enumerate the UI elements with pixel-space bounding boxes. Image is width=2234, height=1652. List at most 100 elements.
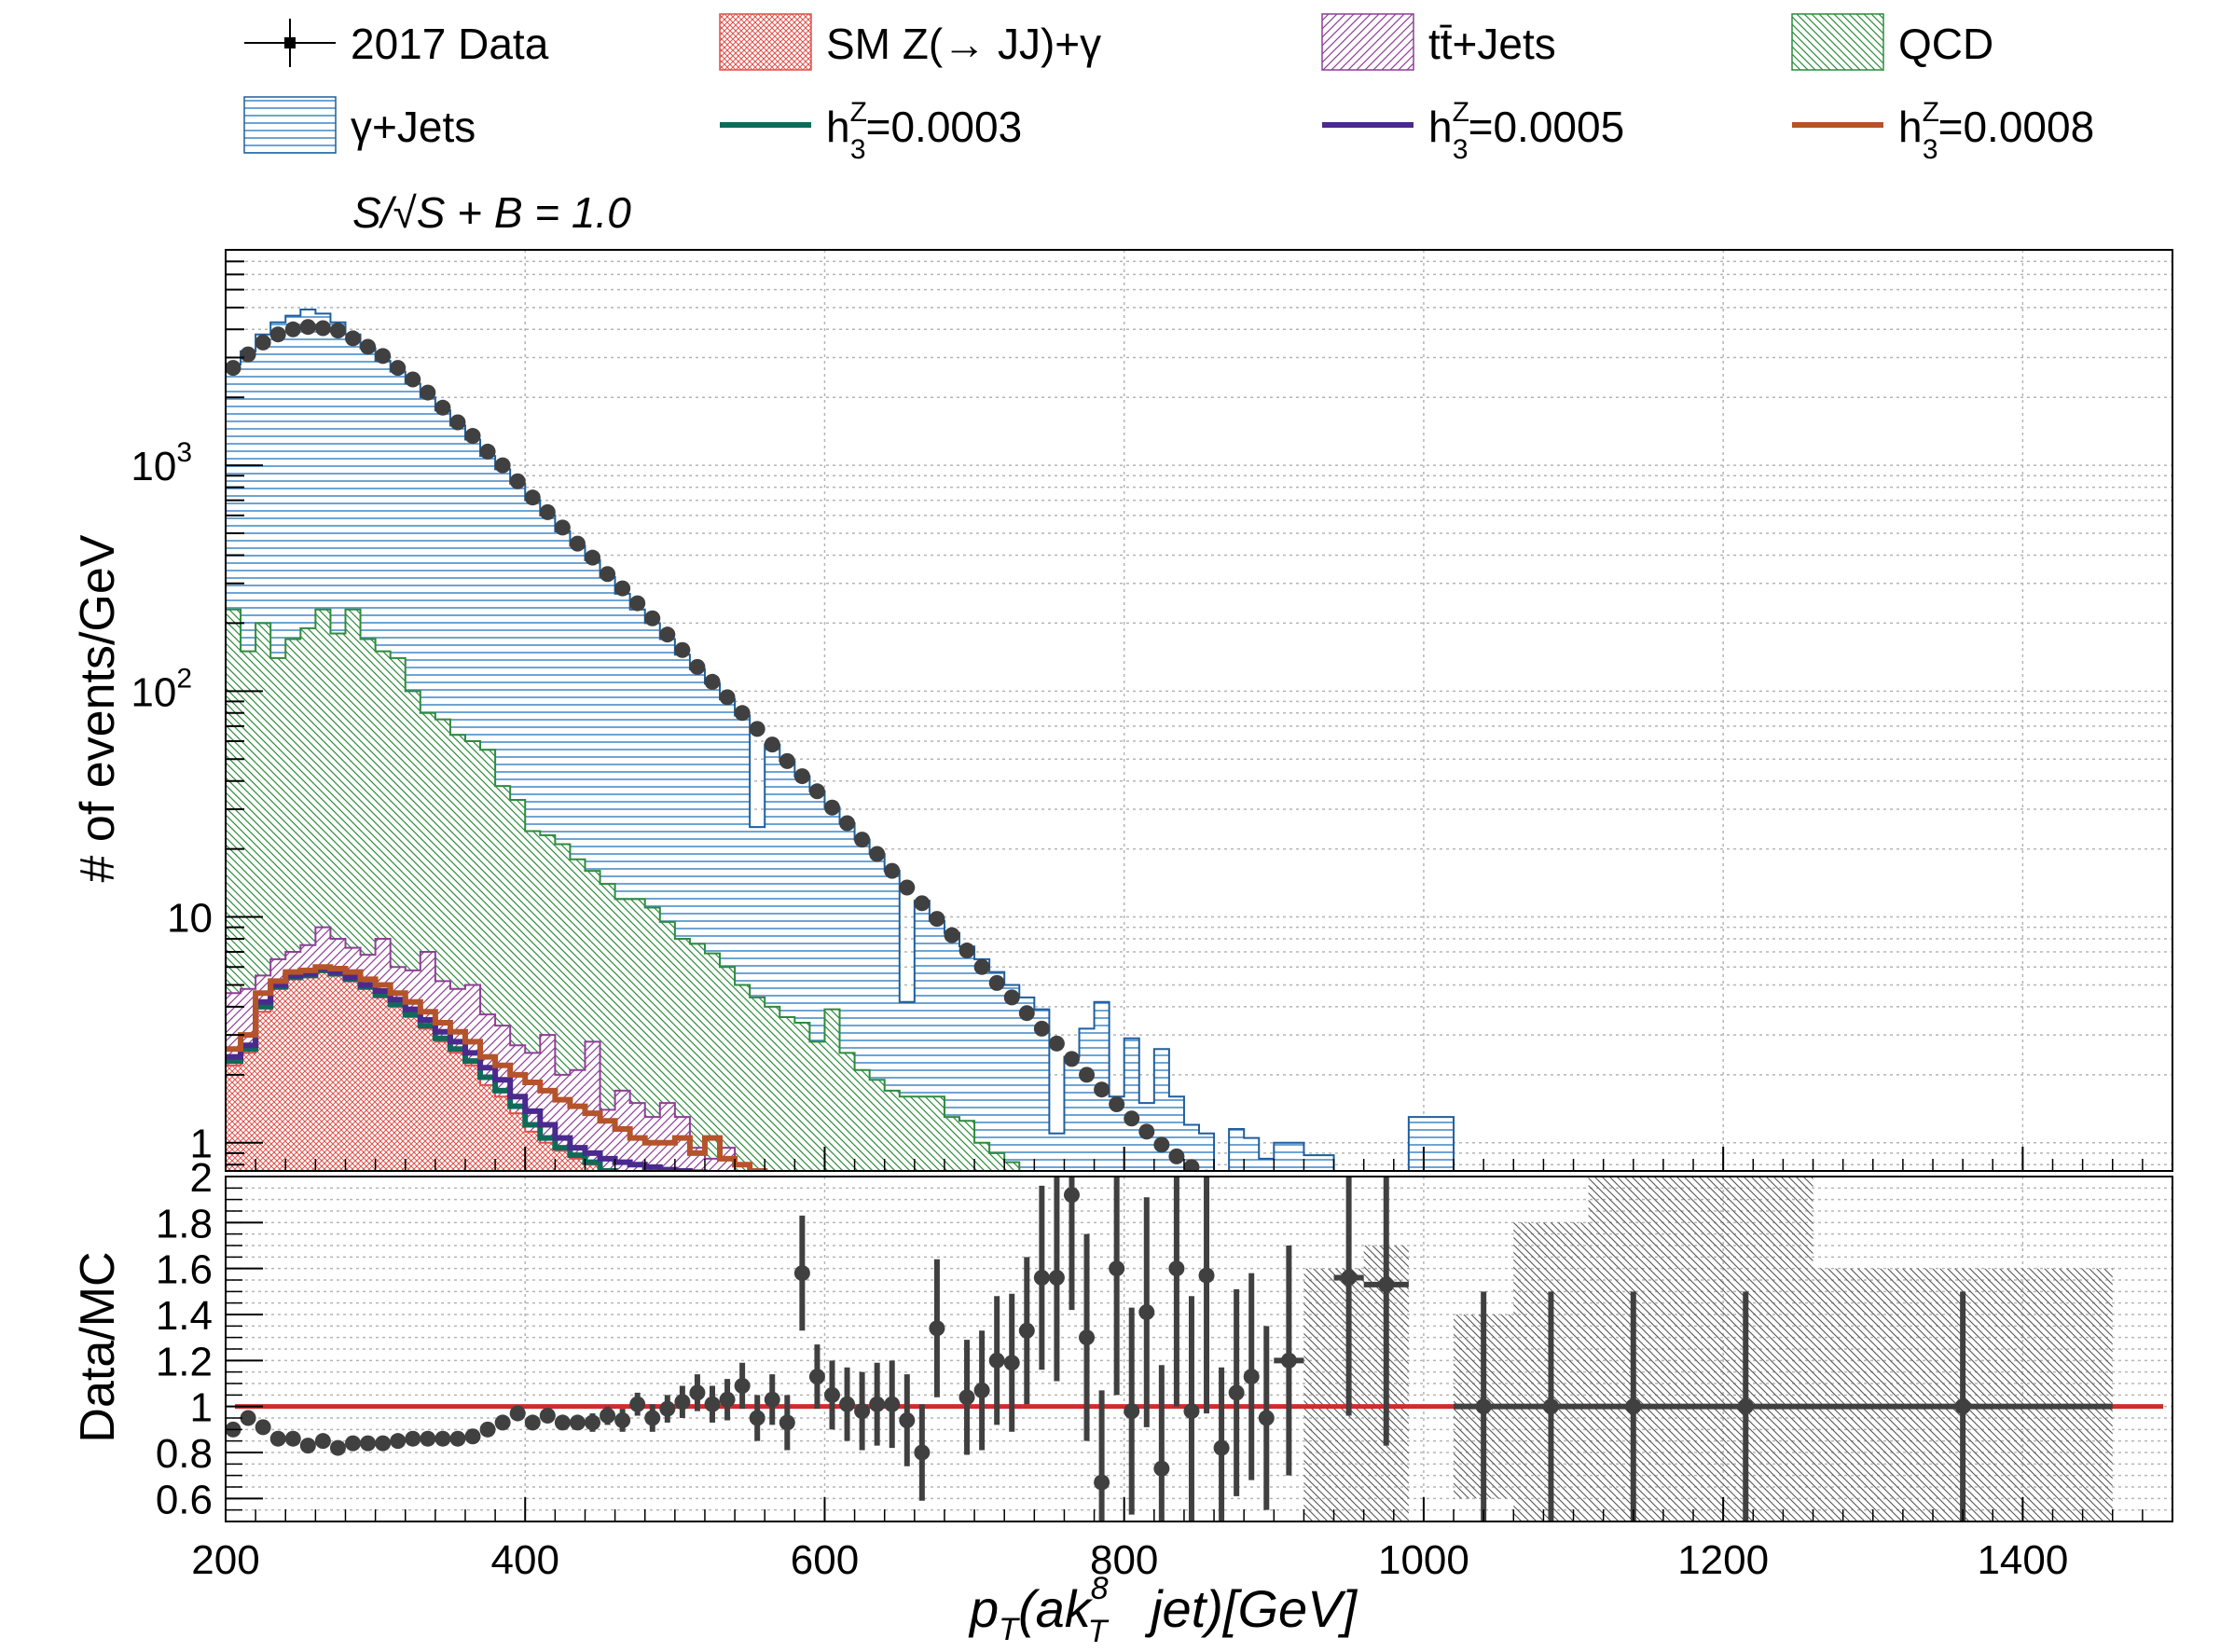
legend-label-gjets: γ+Jets: [351, 103, 476, 151]
ratio-point: [255, 1419, 271, 1436]
ratio-point: [973, 1382, 990, 1398]
ratio-point: [314, 1433, 331, 1450]
x-tick-label: 400: [491, 1537, 559, 1583]
top-panel: 1 10 102 103: [131, 249, 2173, 1172]
data-point: [569, 535, 586, 552]
ratio-point: [764, 1391, 780, 1408]
x-tick-label: 1400: [1977, 1537, 2068, 1583]
ratio-point: [405, 1430, 421, 1447]
data-point: [719, 689, 736, 706]
x-axis-title: pT(ak8 T jet)[GeV]: [968, 1571, 1358, 1649]
data-point: [539, 503, 556, 520]
x-tick-label: 1200: [1677, 1537, 1769, 1583]
data-point: [494, 457, 511, 474]
data-point: [659, 626, 676, 643]
data-point: [524, 489, 541, 506]
ratio-points: [226, 1177, 2113, 1521]
ratio-point: [1378, 1276, 1395, 1293]
ratio-point: [779, 1414, 795, 1431]
ratio-point: [734, 1377, 751, 1394]
ratio-point: [929, 1320, 945, 1337]
ratio-y-tick-label: 0.6: [156, 1477, 213, 1522]
ratio-point: [329, 1439, 346, 1456]
data-point: [793, 768, 810, 785]
data-point: [1138, 1123, 1155, 1140]
legend-label-ttbar: tt̄+Jets: [1428, 20, 1556, 68]
data-point: [314, 320, 331, 337]
data-point: [1018, 1005, 1035, 1022]
ratio-y-ticks: 0.60.811.21.41.61.82: [156, 1155, 263, 1522]
ratio-point: [674, 1394, 691, 1411]
ratio-point: [434, 1430, 451, 1447]
ratio-point: [345, 1435, 362, 1452]
legend-label-data: 2017 Data: [351, 20, 549, 68]
ratio-point: [839, 1396, 856, 1412]
data-point: [674, 641, 691, 658]
ratio-point: [1954, 1398, 1971, 1415]
ratio-point: [1109, 1260, 1125, 1277]
ratio-point: [464, 1428, 481, 1445]
ratio-point: [988, 1352, 1005, 1369]
ratio-point: [749, 1410, 765, 1426]
ratio-point: [614, 1411, 631, 1428]
legend-entry-h1: hZ 3=0.0003: [720, 97, 1022, 165]
ratio-point: [1475, 1398, 1492, 1415]
x-tick-label: 200: [191, 1537, 259, 1583]
ratio-point: [539, 1408, 556, 1425]
legend-label-smz: SM Z(→ JJ)+γ: [826, 20, 1101, 68]
ratio-point: [494, 1414, 511, 1431]
data-point: [585, 549, 601, 566]
data-point: [509, 473, 526, 489]
data-point: [704, 673, 721, 690]
significance-annotation: S/√S + B = 1.0: [352, 188, 631, 237]
data-point: [779, 752, 795, 769]
data-point: [854, 832, 871, 848]
data-point: [405, 371, 421, 388]
ratio-point: [1228, 1384, 1245, 1401]
ratio-point: [1094, 1474, 1110, 1491]
ratio-point: [854, 1403, 871, 1420]
data-point: [390, 360, 407, 377]
data-point: [255, 334, 271, 351]
top-y-axis-title: # of events/GeV: [71, 534, 125, 882]
data-point: [988, 974, 1005, 991]
ratio-point: [524, 1414, 541, 1431]
data-point: [600, 566, 616, 583]
data-point: [299, 319, 316, 336]
ratio-point: [869, 1396, 886, 1412]
legend-label-h1: hZ 3=0.0003: [826, 97, 1022, 165]
data-point: [614, 580, 631, 597]
ratio-point: [644, 1410, 661, 1426]
ratio-point: [629, 1396, 646, 1412]
legend-entry-h2: hZ 3=0.0005: [1322, 97, 1624, 165]
ratio-point: [808, 1369, 825, 1385]
ratio-point: [269, 1430, 286, 1447]
ratio-point: [958, 1389, 975, 1406]
data-point: [884, 862, 901, 879]
data-point: [464, 428, 481, 445]
ratio-point: [1079, 1329, 1096, 1346]
data-point: [914, 895, 931, 912]
ratio-point: [585, 1414, 601, 1431]
ratio-point: [240, 1410, 256, 1426]
ratio-point: [1243, 1369, 1260, 1385]
data-point: [1033, 1020, 1050, 1037]
ratio-point: [600, 1408, 616, 1425]
top-data-points: [226, 319, 1211, 1171]
ratio-point: [1153, 1460, 1170, 1477]
ratio-point: [823, 1386, 840, 1403]
ratio-point: [719, 1391, 736, 1408]
legend-entry-h3: hZ 3=0.0008: [1792, 97, 2094, 165]
data-point: [449, 414, 466, 431]
legend-label-qcd: QCD: [1898, 20, 1993, 68]
data-point: [284, 321, 301, 337]
ratio-point: [1124, 1403, 1140, 1420]
ratio-point: [704, 1396, 721, 1412]
legend-label-h3: hZ 3=0.0008: [1898, 97, 2094, 165]
legend-entry-ttbar: tt̄+Jets: [1321, 13, 1556, 71]
data-point: [1063, 1051, 1080, 1067]
ratio-point: [1737, 1398, 1754, 1415]
data-point: [434, 399, 451, 416]
ratio-point: [884, 1396, 901, 1412]
